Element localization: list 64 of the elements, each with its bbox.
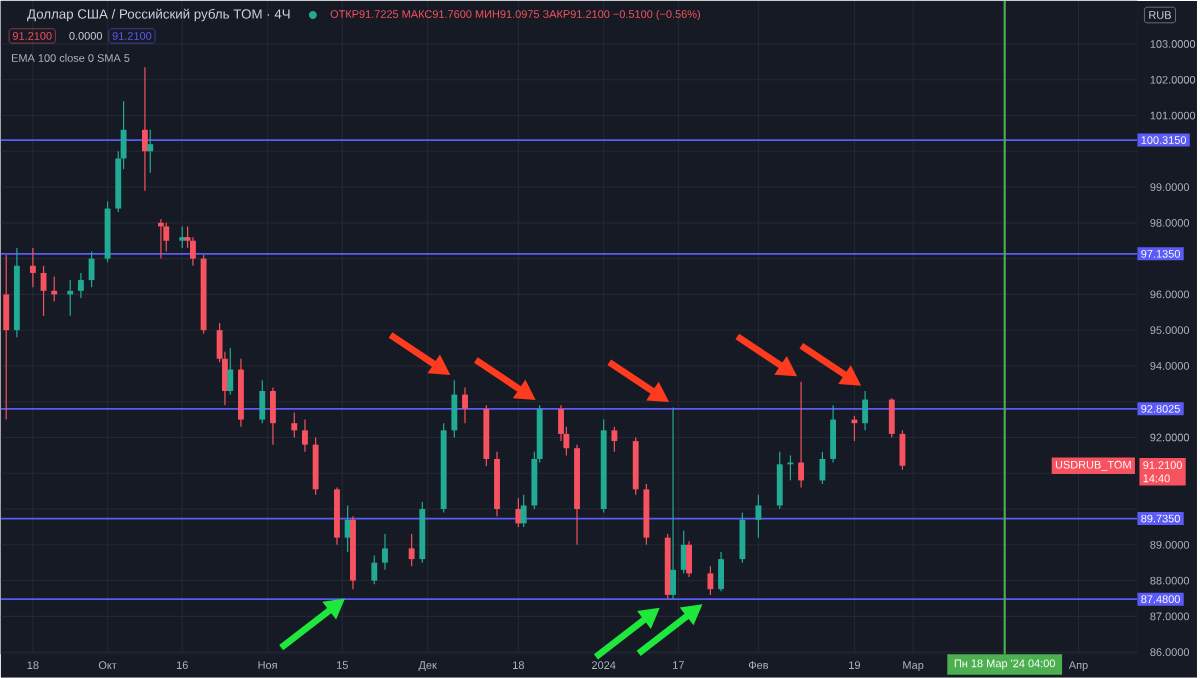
- x-tick-label: 19: [849, 661, 861, 670]
- y-tick-label: 98.0000: [1150, 219, 1190, 227]
- candlestick: [179, 225, 186, 249]
- candlestick: [382, 533, 388, 571]
- y-tick-label: 102.0000: [1150, 75, 1196, 84]
- ref-line-label: 89.7350: [1141, 514, 1180, 523]
- y-tick-label: 86.0000: [1150, 648, 1190, 657]
- candlestick: [302, 419, 308, 453]
- y-tick-label: 87.0000: [1150, 612, 1190, 621]
- x-tick-label: Ноя: [258, 661, 277, 669]
- y-tick-label: 88.0000: [1150, 576, 1190, 585]
- ref-line-label: 97.1350: [1141, 250, 1180, 258]
- x-tick-label: 17: [673, 661, 684, 669]
- candlestick: [29, 247, 36, 288]
- candlestick: [819, 451, 826, 485]
- candlestick: [798, 381, 805, 489]
- y-tick-label: 96.0000: [1150, 290, 1190, 299]
- y-tick-label: 101.0000: [1150, 111, 1196, 120]
- x-tick-label: 18: [513, 661, 524, 670]
- candlestick: [371, 555, 378, 585]
- candlestick: [755, 494, 762, 539]
- x-tick-label: Мар: [903, 661, 924, 672]
- candlestick: [291, 411, 298, 439]
- candlestick: [408, 533, 415, 567]
- text: ОТКР91.7225 МАКС91.7600 МИН91.0975 ЗАКР91.2100 −0.5100 (−0.56%): [330, 9, 700, 21]
- candlestick: [707, 565, 714, 596]
- candlestick: [462, 386, 468, 424]
- ref-line-label: 100.3150: [1141, 136, 1187, 144]
- annotation: 91.2100: [12, 32, 52, 40]
- y-tick-label: 99.0000: [1150, 183, 1190, 192]
- candlestick: [862, 390, 869, 432]
- y-tick-label: 94.0000: [1150, 362, 1190, 370]
- annotation: USDRUB_TOM: [1055, 460, 1131, 471]
- x-tick-label: Фев: [748, 661, 769, 670]
- ref-line-label: Пн 18 Мар '24 04:00: [954, 659, 1055, 670]
- candlestick: [141, 66, 148, 192]
- annotation: 91.2100: [112, 32, 152, 40]
- text: Доллар США / Российский рубль TOM · 4Ч: [27, 8, 290, 22]
- x-tick-label: Апр: [1068, 661, 1088, 672]
- text: 14:40: [1143, 474, 1170, 483]
- text: 91.2100: [1143, 461, 1182, 470]
- x-tick-label: 18: [27, 661, 39, 670]
- candlestick: [88, 250, 95, 288]
- ref-line-label: 92.8025: [1141, 404, 1180, 413]
- y-tick-label: 103.0000: [1150, 40, 1196, 48]
- candlestick: [520, 494, 527, 528]
- x-tick-label: 2024: [592, 661, 616, 670]
- candlestick: [189, 236, 196, 267]
- x-tick-label: Дек: [418, 661, 437, 672]
- ref-line-label: 87.4800: [1141, 595, 1180, 604]
- annotation: 0.0000: [69, 32, 103, 40]
- y-tick-label: 89.0000: [1150, 541, 1190, 549]
- candlestick: [77, 272, 84, 299]
- candlestick: [227, 347, 234, 396]
- candlestick: [515, 497, 522, 528]
- annotation: EMA 100 close 0 SMA 5: [12, 53, 130, 62]
- y-tick-label: 95.0000: [1150, 326, 1190, 335]
- x-tick-label: 16: [176, 661, 188, 670]
- x-tick-label: 15: [337, 661, 348, 669]
- x-tick-label: Окт: [98, 661, 117, 670]
- candlestick: [611, 426, 618, 453]
- text: RUB: [1149, 11, 1171, 19]
- y-tick-label: 92.0000: [1150, 433, 1190, 442]
- candlestick: [147, 129, 154, 174]
